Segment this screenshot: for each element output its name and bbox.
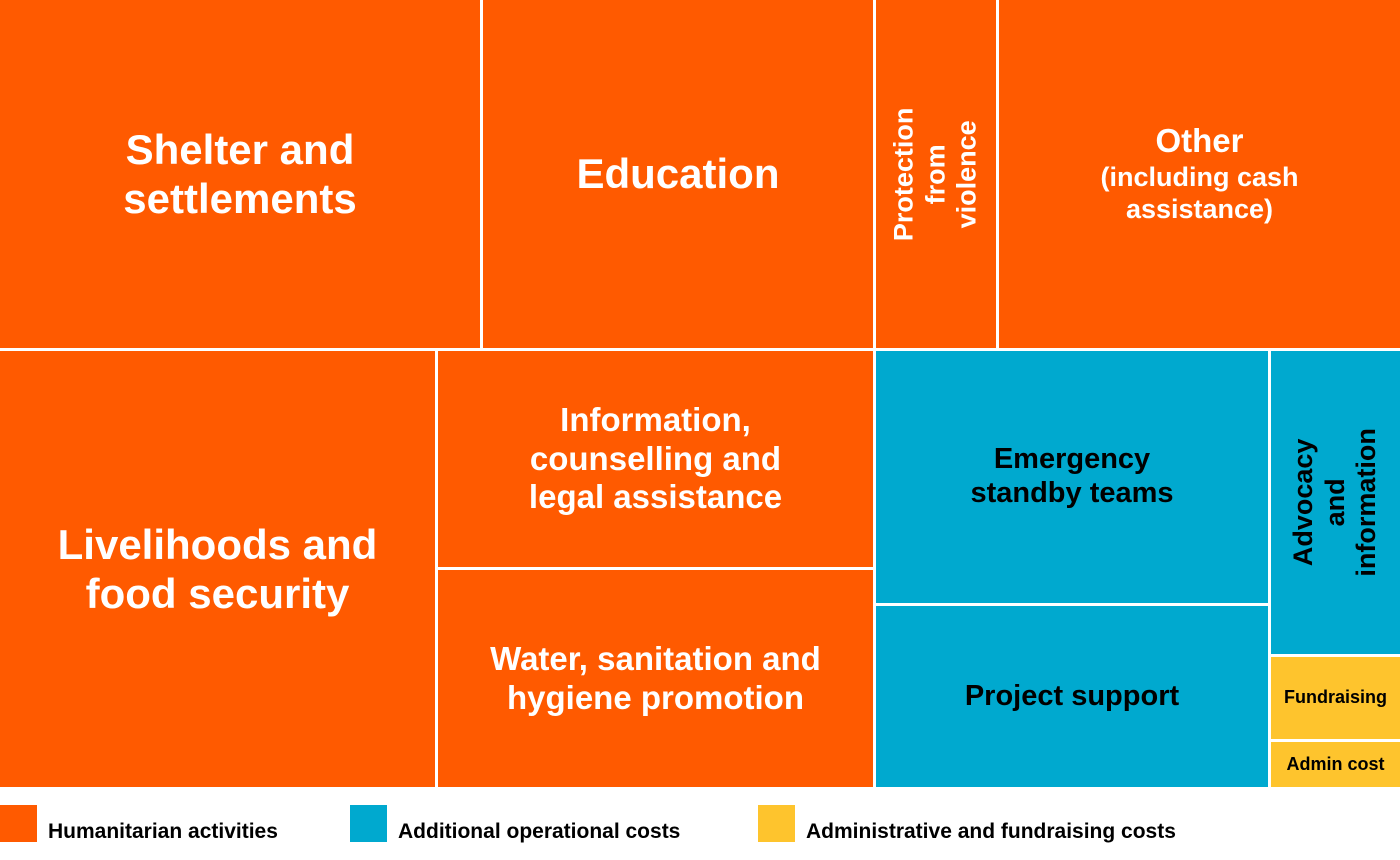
treemap-label-text-protection: Protection from violence	[888, 107, 982, 241]
treemap-label-text-advocacy: Advocacy and information	[1288, 428, 1382, 577]
legend-swatch-operational	[350, 805, 387, 842]
legend-label-admin: Administrative and fundraising costs	[806, 820, 1176, 843]
treemap-label-project: Project support	[965, 680, 1179, 714]
legend-label-operational: Additional operational costs	[398, 820, 681, 843]
treemap-label-text-project: Project support	[964, 679, 1180, 712]
chart-legend: Humanitarian activities Additional opera…	[0, 790, 1400, 860]
treemap-label-text-fundraising: Fundraising	[1284, 687, 1387, 708]
treemap-label-text-shelter: Shelter and settlements	[123, 125, 357, 222]
treemap-label-emergency: Emergency standby teams	[970, 443, 1173, 511]
treemap-tile-other: Other (including cash assistance)	[999, 0, 1400, 348]
treemap-tile-education: Education	[483, 0, 873, 348]
treemap-label-text-admin-cost: Admin cost	[1286, 753, 1385, 774]
legend-label-humanitarian: Humanitarian activities	[48, 820, 278, 843]
treemap-label-text-livelihoods: Livelihoods and food security	[57, 520, 378, 617]
treemap-label-text-water: Water, sanitation and hygiene promotion	[490, 639, 821, 716]
legend-swatch-humanitarian	[0, 805, 37, 842]
treemap-label-fundraising: Fundraising	[1284, 687, 1387, 708]
treemap-tile-protection: Protection from violence	[876, 0, 996, 348]
treemap-label-shelter: Shelter and settlements	[123, 125, 356, 223]
treemap-tile-livelihoods: Livelihoods and food security	[0, 351, 435, 787]
treemap-label-admin-cost: Admin cost	[1286, 754, 1384, 775]
legend-swatch-admin	[758, 805, 795, 842]
treemap-tile-fundraising: Fundraising	[1271, 657, 1400, 739]
treemap-label-water: Water, sanitation and hygiene promotion	[490, 640, 821, 717]
treemap-sublabel-other: (including cash assistance)	[1100, 161, 1299, 225]
treemap-label-text-other: Other	[1155, 122, 1244, 160]
treemap-label-information: Information, counselling and legal assis…	[529, 401, 782, 517]
treemap-label-text-emergency: Emergency standby teams	[970, 443, 1174, 509]
treemap-label-livelihoods: Livelihoods and food security	[58, 520, 378, 618]
treemap-label-protection: Protection from violence	[889, 107, 984, 241]
treemap-tile-information: Information, counselling and legal assis…	[438, 351, 873, 567]
treemap-label-other: Other (including cash assistance)	[1100, 122, 1298, 225]
treemap-tile-emergency: Emergency standby teams	[876, 351, 1268, 603]
treemap-tile-water: Water, sanitation and hygiene promotion	[438, 570, 873, 787]
treemap-label-education: Education	[576, 149, 779, 198]
treemap-label-text-education: Education	[576, 150, 780, 198]
treemap-tile-shelter: Shelter and settlements	[0, 0, 480, 348]
treemap-tile-admin-cost: Admin cost	[1271, 742, 1400, 787]
treemap-tile-project: Project support	[876, 606, 1268, 787]
treemap-label-advocacy: Advocacy and information	[1288, 428, 1383, 577]
treemap-tile-advocacy: Advocacy and information	[1271, 351, 1400, 654]
treemap-label-text-information: Information, counselling and legal assis…	[528, 401, 783, 516]
treemap-chart: Shelter and settlements Education Protecti…	[0, 0, 1400, 787]
